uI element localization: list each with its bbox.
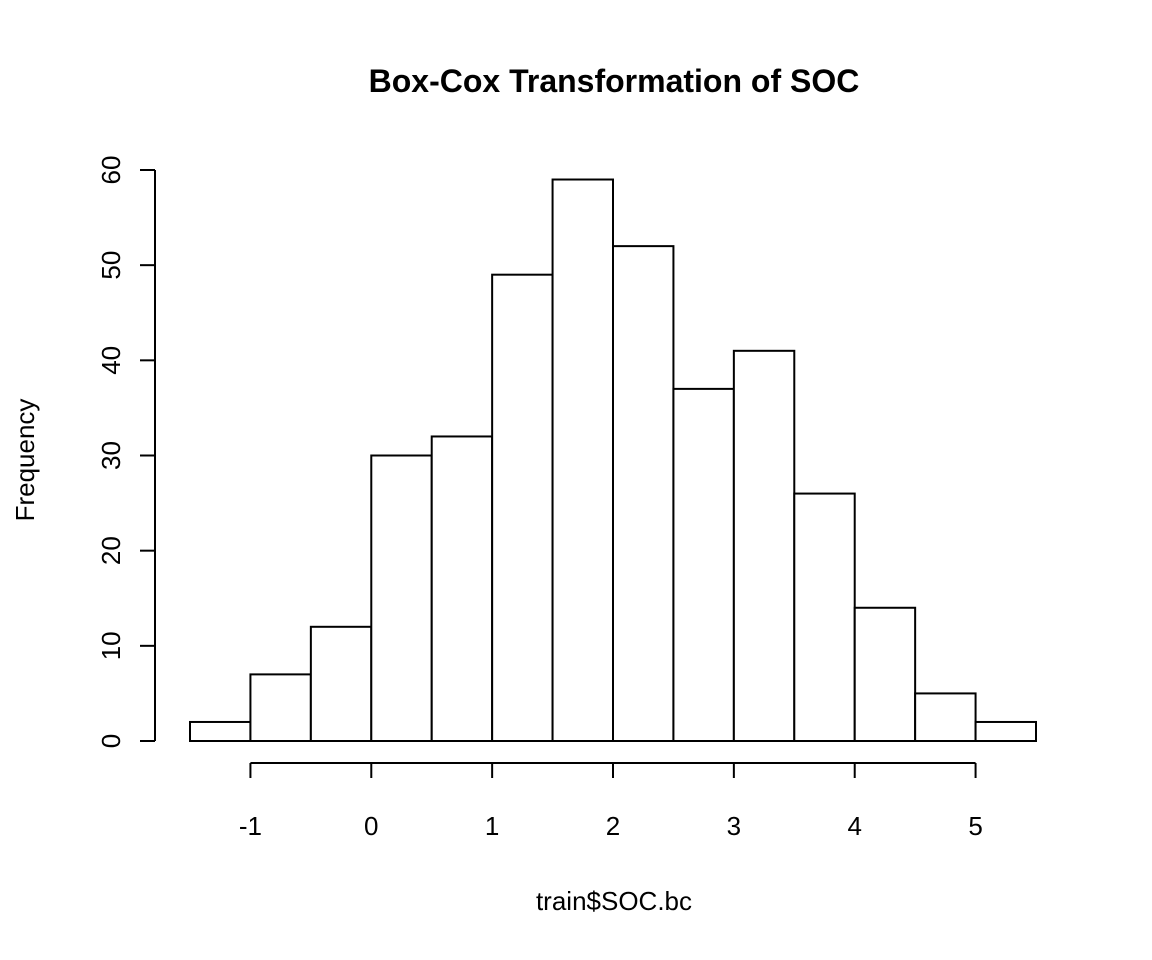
histogram-bar <box>672 387 735 742</box>
x-axis-ticks: -1 0 1 2 3 4 5 <box>239 763 983 841</box>
y-tick-label: 30 <box>96 441 126 470</box>
x-tick-label: 3 <box>727 811 741 841</box>
y-tick-label: 10 <box>96 631 126 660</box>
y-axis: 0 10 20 30 40 50 60 <box>96 156 156 748</box>
histogram-bars <box>189 178 1037 743</box>
y-tick-label: 60 <box>96 156 126 185</box>
x-axis: -1 0 1 2 3 4 5 <box>239 762 983 841</box>
y-axis-label: Frequency <box>10 399 40 522</box>
x-tick-label: 4 <box>847 811 861 841</box>
histogram-bar <box>249 673 312 743</box>
histogram-bar <box>914 692 977 743</box>
histogram-bar <box>612 245 675 742</box>
histogram-bar <box>370 454 433 742</box>
histogram-bar <box>491 273 554 742</box>
x-axis-label: train$SOC.bc <box>536 886 692 916</box>
x-tick-label: 1 <box>485 811 499 841</box>
y-axis-ticks: 0 10 20 30 40 50 60 <box>96 156 155 748</box>
histogram-bar <box>732 349 796 742</box>
histogram-bar <box>551 178 614 742</box>
chart-title: Box-Cox Transformation of SOC <box>369 63 860 99</box>
x-tick-label: 2 <box>606 811 620 841</box>
y-tick-label: 0 <box>96 734 126 748</box>
x-tick-label: 0 <box>364 811 378 841</box>
x-tick-label: -1 <box>239 811 262 841</box>
histogram-bar <box>430 435 494 742</box>
histogram-bar <box>309 625 373 742</box>
histogram-bar <box>793 492 856 743</box>
x-tick-label: 5 <box>968 811 982 841</box>
y-tick-label: 40 <box>96 346 126 375</box>
histogram-bar <box>189 720 252 743</box>
y-tick-label: 50 <box>96 251 126 280</box>
y-tick-label: 20 <box>96 536 126 565</box>
histogram-bar <box>853 606 917 742</box>
histogram-bar <box>974 720 1037 743</box>
